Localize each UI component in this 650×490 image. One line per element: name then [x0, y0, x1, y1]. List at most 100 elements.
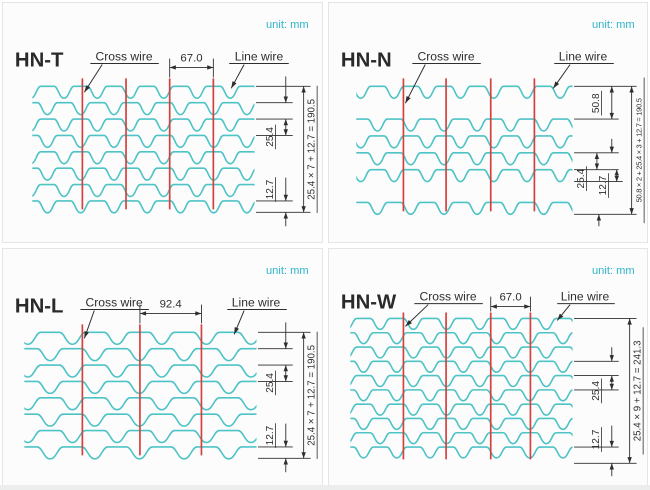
spacing-dim-label: 92.4 [160, 299, 183, 311]
dim-label: 25.4 × 7 + 12.7 = 190.5 [307, 99, 318, 200]
arrowhead [523, 304, 530, 309]
arrowhead [614, 169, 619, 176]
leader-line [404, 64, 426, 104]
arrowhead [609, 463, 614, 470]
panel-title: HN-L [15, 296, 64, 318]
arrowhead [609, 440, 614, 448]
arrowhead [594, 152, 599, 159]
line-wire-path [32, 101, 255, 116]
panel-hn-n: HN-N unit: mm Cross wire Line wire 50.8 25.4 1… [327, 2, 648, 244]
line-wire-path [349, 403, 573, 416]
arrowhead [609, 112, 614, 120]
unit-label: unit: mm [266, 265, 309, 277]
dim-label: 50.8 × 2 + 25.4 × 3 + 12.7 = 190.5 [634, 98, 643, 202]
line-wire-path [32, 118, 255, 132]
arrowhead [609, 86, 614, 93]
leader-arrowhead [556, 313, 563, 321]
arrowhead [283, 212, 288, 219]
diagram-hn-w: HN-W unit: mm Cross wire Line wire 67.0 25.4 1… [340, 265, 643, 477]
line-wire-path [24, 380, 257, 395]
arrowhead [139, 311, 147, 316]
arrowhead [490, 304, 497, 309]
leader-arrowhead [84, 331, 89, 339]
leader-arrowhead [552, 81, 559, 89]
panel-hn-t: HN-T unit: mm Cross wire Line wire 67.0 25.4 1… [2, 2, 323, 244]
cross-wire-label: Cross wire [417, 50, 474, 64]
cross-wire-group [81, 78, 215, 210]
arrowhead [283, 194, 288, 201]
line-wire-path [355, 168, 573, 183]
line-wire-path [349, 317, 573, 331]
arrowhead [626, 457, 632, 464]
panel-title: HN-T [15, 49, 64, 71]
line-wire-label: Line wire [558, 50, 607, 64]
line-wire-mesh [32, 85, 255, 214]
line-wire-path [32, 183, 255, 198]
leader-arrowhead [404, 95, 411, 104]
dim-label: 25.4 [265, 127, 276, 147]
dim-label: 12.7 [265, 425, 276, 445]
arrowhead [283, 440, 288, 448]
leader-arrowhead [231, 81, 237, 89]
panel-title: HN-W [340, 292, 396, 314]
arrowhead [609, 375, 614, 382]
arrowhead [283, 96, 288, 103]
dim-label: 12.7 [597, 175, 608, 195]
dim-label: 25.4 × 9 + 12.7 = 241.3 [632, 341, 643, 442]
line-wire-mesh [349, 317, 573, 459]
unit-label: unit: mm [592, 265, 635, 277]
panel-hn-l: HN-L unit: mm Cross wire Line wire 92.4 25.4 1… [2, 248, 323, 490]
diagram-hn-n: HN-N unit: mm Cross wire Line wire 50.8 25.4 1… [340, 19, 645, 227]
arrowhead [169, 65, 176, 70]
panel-hn-w: HN-W unit: mm Cross wire Line wire 67.0 25.4 1… [327, 248, 648, 490]
arrowhead [594, 163, 599, 170]
cross-wire-label: Cross wire [86, 296, 143, 310]
line-wire-mesh [24, 331, 257, 460]
line-wire-path [24, 397, 257, 411]
arrowhead [207, 65, 214, 70]
line-wire-path [349, 360, 573, 374]
arrowhead [628, 208, 634, 215]
cross-wire-group [402, 312, 531, 460]
line-wire-path [355, 201, 573, 216]
arrowhead [195, 311, 202, 316]
leader-arrowhead [234, 327, 239, 335]
line-wire-mesh [355, 85, 573, 216]
arrowhead [301, 332, 306, 339]
line-wire-path [349, 374, 573, 388]
arrowhead [283, 458, 288, 465]
dim-label: 50.8 [590, 93, 601, 113]
arrowhead [614, 175, 619, 182]
line-wire-path [24, 348, 257, 362]
arrowhead [628, 86, 634, 93]
line-wire-label: Line wire [560, 290, 609, 304]
line-wire-label: Line wire [232, 296, 281, 310]
line-wire-path [32, 151, 255, 165]
arrowhead [301, 452, 306, 459]
line-wire-path [32, 134, 255, 149]
line-wire-path [355, 118, 573, 132]
arrowhead [283, 375, 288, 382]
cross-wire-group [81, 324, 203, 456]
spacing-dim-label: 67.0 [499, 292, 521, 304]
dim-label: 12.7 [590, 429, 601, 449]
diagram-hn-t: HN-T unit: mm Cross wire Line wire 67.0 25.4 1… [15, 19, 318, 227]
unit-label: unit: mm [592, 19, 635, 31]
line-wire-path [24, 446, 257, 460]
line-wire-path [349, 389, 573, 402]
arrowhead [609, 146, 614, 153]
line-wire-path [355, 152, 573, 166]
line-wire-path [355, 135, 573, 149]
spacing-dim-label: 67.0 [180, 53, 202, 65]
arrowhead [283, 129, 288, 136]
dim-label: 25.4 × 7 + 12.7 = 190.5 [307, 345, 318, 446]
arrowhead [609, 355, 614, 362]
cross-wire-group [402, 78, 535, 212]
dim-label: 25.4 [575, 168, 586, 188]
unit-label: unit: mm [266, 19, 309, 31]
arrowhead [283, 365, 288, 372]
cross-wire-label: Cross wire [95, 50, 152, 64]
line-wire-path [32, 167, 255, 181]
line-wire-path [24, 364, 257, 378]
